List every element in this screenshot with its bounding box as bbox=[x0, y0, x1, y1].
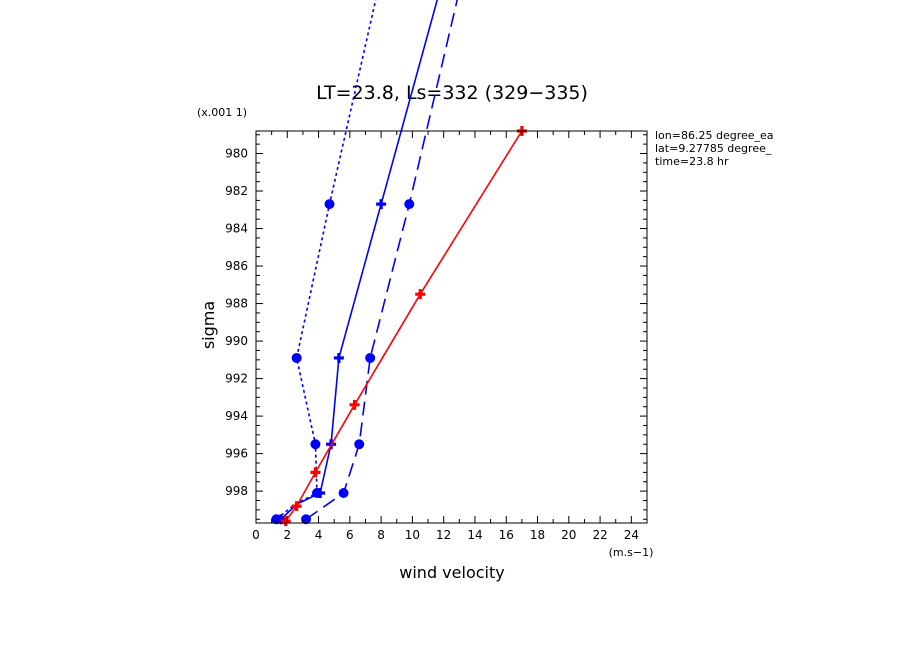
data-point-4 bbox=[310, 467, 321, 478]
y-tick-label: 986 bbox=[225, 259, 248, 273]
axis-layer: 0 2 4 6 8 10 12 14 16 18 20 22 249809829849869889909… bbox=[225, 131, 648, 542]
y-tick-label: 984 bbox=[225, 222, 248, 236]
annotation-lon: lon=86.25 degree_ea bbox=[655, 129, 774, 142]
x-tick-label: 12 bbox=[436, 528, 451, 542]
x-tick-label: 6 bbox=[346, 528, 354, 542]
y-tick-label: 998 bbox=[225, 484, 248, 498]
data-point-3 bbox=[338, 487, 349, 498]
annotation-lat: lat=9.27785 degree_ bbox=[655, 142, 772, 155]
y-tick-label: 988 bbox=[225, 297, 248, 311]
data-point-1 bbox=[324, 199, 335, 210]
x-tick-label: 18 bbox=[530, 528, 545, 542]
x-tick-label: 8 bbox=[377, 528, 385, 542]
data-point-4 bbox=[280, 516, 291, 527]
y-axis-label: sigma bbox=[199, 301, 218, 349]
x-tick-label: 4 bbox=[315, 528, 323, 542]
data-point-2 bbox=[315, 487, 326, 498]
data-point-4 bbox=[349, 399, 360, 410]
x-tick-label: 20 bbox=[561, 528, 576, 542]
y-tick-label: 990 bbox=[225, 334, 248, 348]
data-point-3 bbox=[354, 439, 365, 450]
data-point-3 bbox=[301, 514, 312, 525]
x-tick-label: 24 bbox=[624, 528, 639, 542]
data-point-4 bbox=[291, 501, 302, 512]
x-tick-label: 14 bbox=[467, 528, 482, 542]
data-point-2 bbox=[376, 199, 387, 210]
annotation-time: time=23.8 hr bbox=[655, 155, 729, 168]
y-tick-label: 982 bbox=[225, 184, 248, 198]
series-line-1 bbox=[275, 0, 377, 520]
data-point-3 bbox=[365, 352, 376, 363]
chart-title: LT=23.8, Ls=332 (329−335) bbox=[316, 82, 588, 104]
x-tick-label: 2 bbox=[283, 528, 291, 542]
y-tick-label: 994 bbox=[225, 409, 248, 423]
plot-frame bbox=[255, 130, 648, 524]
x-axis-label: wind velocity bbox=[399, 563, 504, 582]
series-line-4 bbox=[285, 130, 523, 522]
data-point-3 bbox=[404, 199, 415, 210]
series-layer bbox=[271, 0, 527, 527]
data-point-1 bbox=[291, 352, 302, 363]
y-tick-label: 992 bbox=[225, 372, 248, 386]
data-point-1 bbox=[310, 439, 321, 450]
data-point-4 bbox=[415, 289, 426, 300]
x-tick-label: 16 bbox=[499, 528, 514, 542]
x-tick-label: 10 bbox=[405, 528, 420, 542]
x-units-label: (m.s−1) bbox=[609, 546, 654, 559]
y-tick-label: 980 bbox=[225, 147, 248, 161]
data-point-2 bbox=[333, 352, 344, 363]
x-tick-label: 0 bbox=[252, 528, 260, 542]
x-tick-label: 22 bbox=[592, 528, 607, 542]
y-units-label: (x.001 1) bbox=[197, 106, 247, 119]
y-tick-label: 996 bbox=[225, 447, 248, 461]
